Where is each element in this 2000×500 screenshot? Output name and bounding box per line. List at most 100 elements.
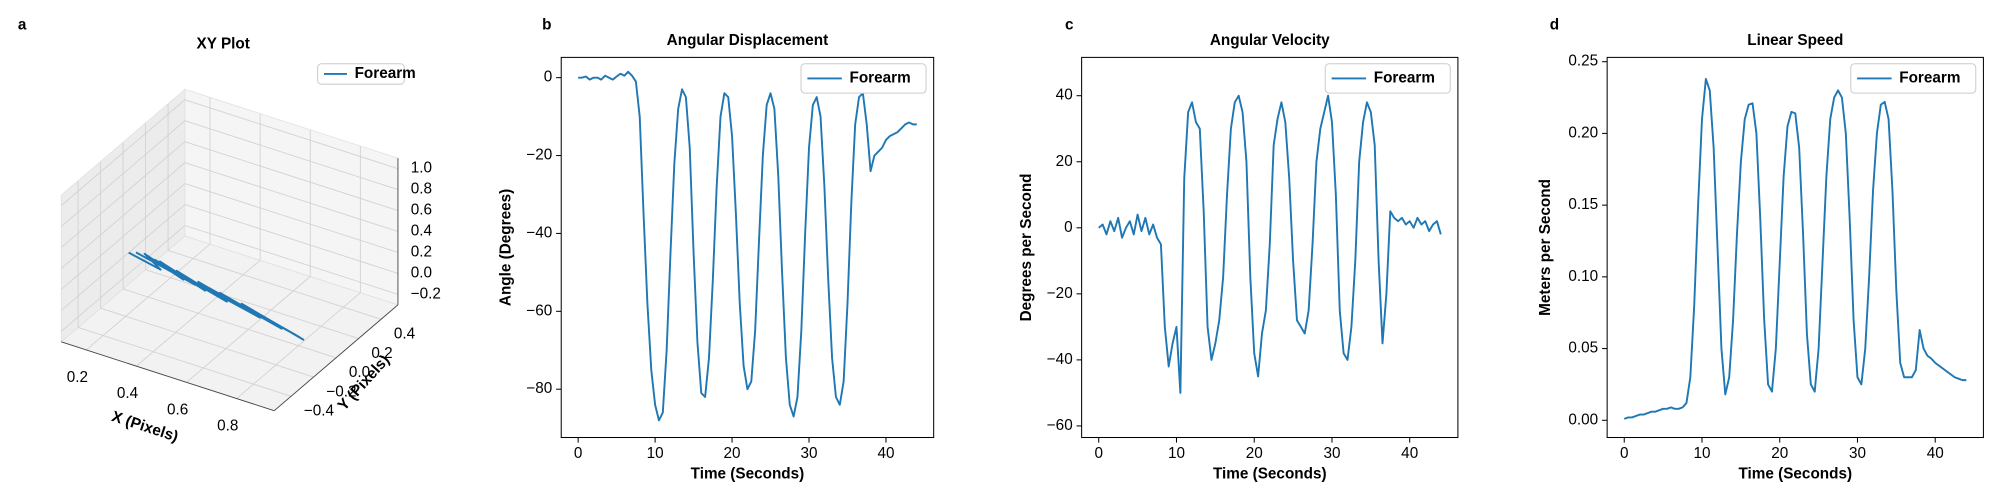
z-tick-label: 0.2 (411, 244, 432, 261)
chart-title: Angular Displacement (667, 32, 829, 49)
grid-line (184, 99, 399, 170)
y-tick-label: 0.05 (1568, 340, 1598, 357)
legend-box (1324, 63, 1451, 94)
y-tick-label: 40 (1056, 87, 1073, 104)
x-tick-label: 0.8 (217, 418, 238, 435)
x-tick-label: 0.6 (167, 401, 188, 418)
legend-label: Forearm (849, 69, 910, 86)
y-tick-label: −20 (526, 147, 552, 164)
y-tick-label: 0.00 (1568, 411, 1598, 428)
x-tick-label: 30 (801, 445, 818, 462)
panel-label: b (542, 17, 551, 34)
x-axis-label: Time (Seconds) (1738, 466, 1852, 483)
y-tick-label: 0 (1064, 219, 1073, 236)
plot-frame (1606, 56, 1984, 439)
y-tick-label: 0.25 (1568, 53, 1598, 70)
y-tick-label: −0.2 (326, 383, 356, 400)
x-tick-label: 0.2 (67, 369, 88, 386)
x-tick-label: 0 (574, 445, 583, 462)
y-tick-label: −20 (1047, 285, 1073, 302)
grid-line (184, 183, 399, 253)
chart-title: Linear Speed (1747, 32, 1843, 49)
panel-label: a (18, 17, 27, 34)
z-tick-label: 0.6 (411, 202, 432, 219)
y-tick-label: 0.10 (1568, 268, 1598, 285)
y-axis-label: Degrees per Second (1018, 173, 1035, 321)
x-axis-label: Time (Seconds) (1213, 466, 1327, 483)
legend-label: Forearm (1374, 69, 1435, 86)
y-tick-label: 20 (1056, 153, 1073, 170)
y-tick-label: 0 (544, 69, 553, 86)
x-tick-label: 40 (1401, 445, 1418, 462)
plot-frame (560, 56, 935, 439)
y-tick-label: −60 (1047, 417, 1073, 434)
x-tick-label: 30 (1323, 445, 1340, 462)
panel-label: c (1065, 17, 1074, 34)
grid-line (184, 204, 399, 274)
x-tick-label: 20 (1246, 445, 1263, 462)
x-tick-label: 30 (1849, 445, 1866, 462)
z-tick-label: 0.0 (411, 264, 432, 281)
x-tick-label: 0.4 (117, 385, 139, 402)
grid-line (77, 326, 292, 397)
y-tick-label: 0.15 (1568, 196, 1598, 213)
grid-line (60, 204, 186, 311)
chart-title: XY Plot (197, 36, 250, 53)
grid-line (184, 225, 399, 295)
grid-line (60, 183, 186, 290)
legend-label: Forearm (355, 65, 416, 82)
grid-line (167, 249, 382, 320)
x-tick-label: 40 (1927, 445, 1944, 462)
legend-box (800, 63, 927, 94)
y-tick-label: −0.4 (304, 403, 335, 420)
y-tick-label: −40 (1047, 351, 1073, 368)
x-tick-label: 10 (1693, 445, 1710, 462)
grid-line (60, 99, 186, 206)
z-tick-label: 1.0 (411, 160, 432, 177)
axis-edge (61, 341, 275, 412)
grid-line (184, 162, 399, 232)
grid-line (60, 141, 186, 248)
chart-title: Angular Velocity (1210, 32, 1330, 49)
y-tick-label: 0.2 (371, 345, 392, 362)
data-line (578, 70, 917, 422)
x-tick-label: 40 (877, 445, 894, 462)
y-axis-label: Angle (Degrees) (497, 189, 514, 306)
z-tick-label: 0.4 (411, 223, 433, 240)
grid-line (60, 120, 186, 227)
grid-line (184, 120, 399, 191)
x-tick-label: 20 (724, 445, 741, 462)
grid-line (60, 225, 186, 332)
y-axis-label: Meters per Second (1537, 179, 1554, 316)
y-tick-label: −80 (526, 380, 552, 397)
x-tick-label: 10 (647, 445, 664, 462)
y-tick-label: 0.4 (394, 326, 416, 343)
z-tick-label: −0.2 (411, 285, 441, 302)
x-axis-label: Time (Seconds) (691, 466, 805, 483)
x-tick-label: 10 (1168, 445, 1185, 462)
x-tick-label: 20 (1771, 445, 1788, 462)
x-tick-label: 0 (1620, 445, 1629, 462)
data-line (1098, 94, 1442, 394)
grid-line (145, 269, 359, 339)
legend-box (1850, 63, 1977, 94)
x-tick-label: 0 (1094, 445, 1103, 462)
plot-frame (1081, 56, 1459, 439)
y-tick-label: −60 (526, 302, 552, 319)
grid-line (122, 288, 337, 359)
data-line (128, 251, 305, 341)
y-tick-label: 0.0 (349, 364, 370, 381)
z-tick-label: 0.8 (411, 181, 432, 198)
grid-line (60, 162, 186, 269)
grid-line (184, 141, 399, 211)
panel-label: d (1550, 17, 1559, 34)
legend-label: Forearm (1899, 69, 1960, 86)
legend-box (317, 63, 405, 85)
y-tick-label: −40 (526, 224, 552, 241)
grid-line (100, 307, 314, 378)
data-line (1623, 77, 1967, 420)
axis-edge (273, 304, 399, 412)
y-tick-label: 0.20 (1568, 124, 1598, 141)
